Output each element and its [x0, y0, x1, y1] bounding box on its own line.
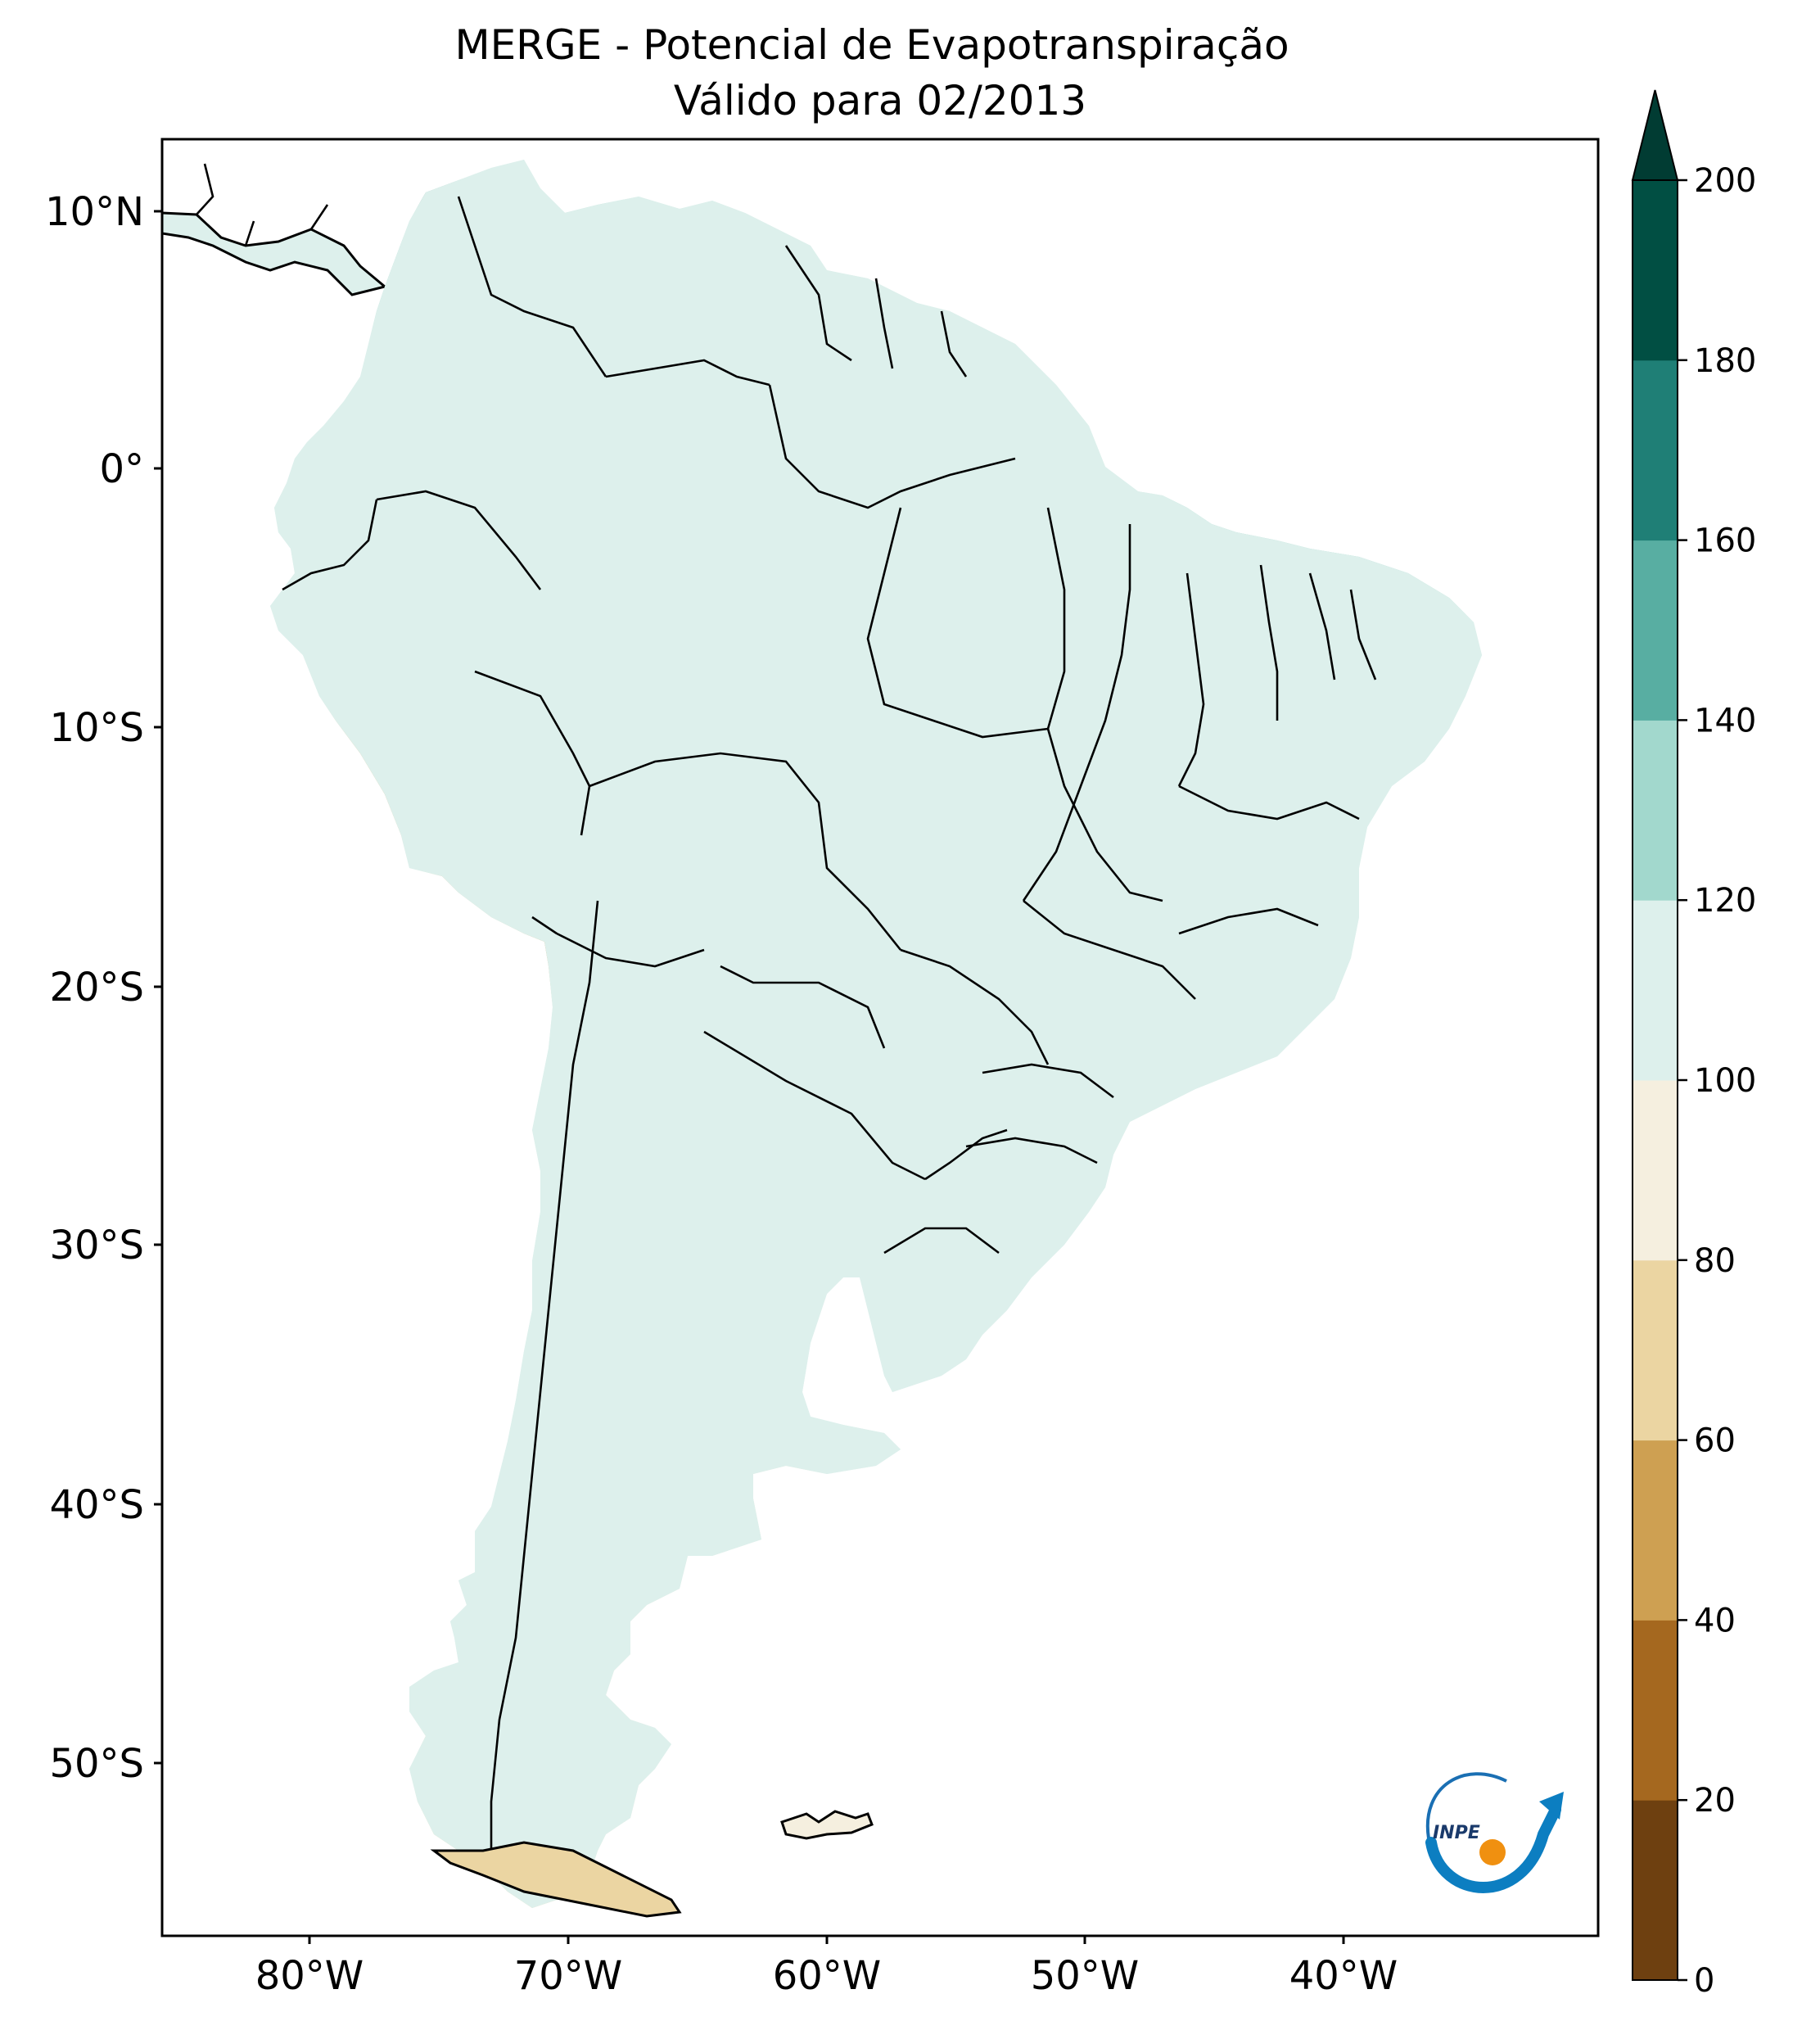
lon-tick-label: 40°W: [1289, 1953, 1398, 1999]
falkland-islands: [780, 1810, 874, 1840]
central-america-land: [162, 211, 388, 296]
logo-swoosh-arrow: [1425, 1804, 1561, 1893]
border-central-america: [196, 163, 329, 246]
colorbar-segment: [1633, 1440, 1678, 1621]
colorbar-tick-label: 100: [1694, 1062, 1756, 1100]
logo-arrowhead: [1539, 1792, 1564, 1820]
lon-tick-label: 50°W: [1031, 1953, 1140, 1999]
border-colombia-peru: [376, 490, 542, 590]
colorbar-tick-label: 140: [1694, 702, 1756, 739]
colorbar-segment: [1633, 180, 1678, 361]
lon-tick-label: 70°W: [514, 1953, 623, 1999]
borders: [196, 163, 1377, 1867]
border-brazil-state-12: [900, 948, 1050, 1065]
tierra-del-fuego: [430, 1841, 682, 1918]
border-brazil-state-8: [1349, 589, 1377, 680]
lat-axis: 10°N 0° 10°S 20°S 30°S 40°S 50°S: [45, 189, 162, 1787]
lat-tick-label: 40°S: [49, 1482, 144, 1528]
border-brazil-state-10: [1046, 728, 1163, 902]
lat-tick-label: 0°: [99, 446, 144, 492]
border-brazil-state-6: [1259, 564, 1279, 721]
colorbar-tick-label: 60: [1694, 1422, 1736, 1460]
border-peru-chile: [531, 916, 558, 935]
colorbar-segment: [1633, 1620, 1678, 1801]
title-line-1: MERGE - Potencial de Evapotranspiração: [454, 21, 1289, 69]
border-argentina-chile: [490, 900, 599, 1867]
border-bolivia-brazil: [589, 752, 902, 951]
border-brazil-state-7: [1308, 572, 1336, 680]
lat-tick-label: 50°S: [49, 1741, 144, 1787]
map-frame: [160, 138, 1600, 1937]
colorbar-tick-label: 200: [1694, 162, 1756, 200]
border-colombia-venezuela: [457, 196, 607, 378]
lat-tick-label: 20°S: [49, 965, 144, 1010]
map-area: [162, 139, 1598, 1936]
border-uruguay: [883, 1227, 1000, 1255]
border-brazil-state-3: [1046, 507, 1066, 730]
colorbar-tick-label: 160: [1694, 522, 1756, 560]
colorbar-tick-label: 20: [1694, 1782, 1736, 1820]
logo-text: INPE: [1433, 1823, 1480, 1843]
colorbar-segment: [1633, 1259, 1678, 1441]
lat-tick-label: 10°S: [49, 705, 144, 751]
colorbar-tick-label: 40: [1694, 1602, 1736, 1639]
border-peru-ecuador: [282, 499, 378, 591]
colorbar-segment: [1633, 359, 1678, 541]
colorbar-extend-arrow: [1631, 89, 1679, 181]
border-guianas-1: [784, 245, 852, 362]
border-argentina-paraguay: [703, 1030, 926, 1181]
colorbar-tick-label: 180: [1694, 342, 1756, 380]
border-brazil-state-4: [1022, 524, 1131, 902]
lon-tick-label: 60°W: [773, 1953, 882, 1999]
colorbar-tick-label: 0: [1694, 1962, 1714, 2000]
lon-tick-label: 80°W: [255, 1953, 364, 1999]
border-brazil-state-13: [982, 1063, 1114, 1099]
border-brazil-state-14: [965, 1137, 1098, 1164]
lon-axis: 80°W 70°W 60°W 50°W 40°W: [255, 1936, 1398, 1999]
colorbar-segment: [1633, 1080, 1678, 1261]
border-bolivia-paraguay: [720, 965, 886, 1049]
border-brazil-state-2: [866, 507, 1049, 739]
colorbar-segment: [1633, 720, 1678, 901]
logo-swoosh-thin: [1425, 1772, 1507, 1839]
title-line-2: Válido para 02/2013: [674, 77, 1086, 124]
colorbar-segment: [1633, 540, 1678, 721]
border-brazil-state-11: [1023, 899, 1196, 1000]
colorbar-tick-label: 80: [1694, 1242, 1736, 1280]
border-brazil-state-1: [768, 384, 1016, 509]
inpe-logo: INPE: [1425, 1772, 1564, 1893]
colorbar-segment: [1633, 1800, 1678, 1981]
border-venezuela-brazil: [605, 359, 770, 387]
colorbar: 0 20 40 60 80 100 120 140 160 180 200: [1631, 89, 1756, 2000]
lat-tick-label: 30°S: [49, 1223, 144, 1268]
logo-sun-dot: [1479, 1839, 1506, 1865]
border-argentina-bolivia: [556, 932, 705, 968]
colorbar-segment: [1633, 900, 1678, 1081]
colorbar-tick-label: 120: [1694, 882, 1756, 920]
border-peru-brazil: [474, 670, 591, 836]
lat-tick-label: 10°N: [45, 189, 144, 235]
border-guianas-3: [940, 310, 968, 378]
border-brazil-state-9: [1178, 784, 1360, 821]
border-brazil-state-5: [1177, 572, 1205, 787]
border-argentina-brazil: [924, 1128, 1008, 1181]
border-brazil-state-15: [1178, 907, 1319, 935]
border-guianas-2: [874, 278, 894, 369]
